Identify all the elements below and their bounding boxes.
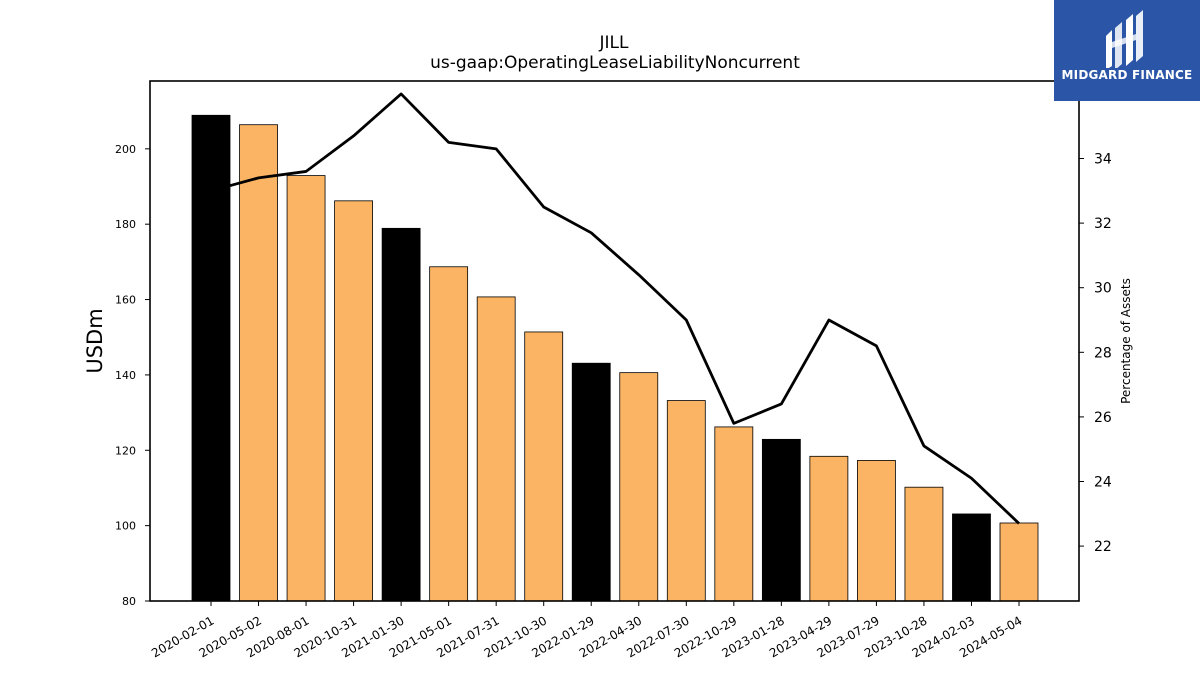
bar-series (191, 114, 1039, 602)
y-tick-label: 120 (115, 444, 136, 457)
y-axis-label: USDm (83, 308, 107, 373)
bar-2021-01-30 (381, 227, 421, 602)
bar-2022-01-29 (571, 362, 611, 602)
y-tick-label: 180 (115, 218, 136, 231)
bar-2021-07-31 (476, 296, 516, 602)
y-tick-label: 80 (122, 595, 136, 608)
chart-title: JILL (599, 33, 629, 53)
bar-2023-04-29 (809, 455, 849, 602)
bar-2020-10-31 (334, 200, 373, 602)
bar-2020-05-02 (239, 124, 278, 602)
y-tick-label: 200 (115, 143, 136, 156)
y2-tick-label: 22 (1094, 539, 1112, 555)
y2-tick-label: 34 (1094, 152, 1112, 168)
bar-2022-10-29 (714, 426, 754, 602)
percentage-line (210, 92, 1020, 525)
y2-tick-label: 30 (1094, 281, 1112, 297)
bar-2021-05-01 (429, 266, 469, 602)
y-axis: 80 100 120 140 160 180 200 (115, 143, 150, 608)
bar-2021-10-30 (524, 331, 564, 602)
bar-2023-01-28 (761, 438, 801, 602)
chart-subtitle: us-gaap:OperatingLeaseLiabilityNoncurren… (430, 53, 800, 73)
y2-axis-label: Percentage of Assets (1119, 278, 1133, 404)
y2-tick-label: 26 (1094, 410, 1112, 426)
line-series (210, 92, 1020, 525)
y2-tick-label: 32 (1094, 216, 1112, 232)
bar-2023-10-28 (904, 486, 944, 602)
bar-2020-08-01 (286, 175, 326, 602)
bar-2024-02-03 (952, 513, 991, 602)
y-tick-label: 160 (115, 294, 136, 307)
bar-2022-07-30 (666, 400, 706, 602)
bar-2022-04-30 (619, 372, 659, 602)
y-tick-label: 140 (115, 369, 136, 382)
y2-axis: 2224262830323436 (1079, 87, 1112, 555)
bar-2023-07-29 (857, 460, 896, 602)
y-tick-label: 100 (115, 520, 136, 533)
bar-2020-02-01 (191, 114, 231, 602)
bar-2024-05-04 (999, 522, 1039, 602)
logo-mark-icon (1106, 10, 1143, 68)
midgard-finance-logo: MIDGARD FINANCE (1054, 0, 1200, 101)
y2-tick-label: 28 (1094, 345, 1112, 361)
y2-tick-label: 24 (1094, 474, 1112, 490)
plot-frame (149, 80, 1080, 602)
logo-text: MIDGARD FINANCE (1061, 68, 1193, 82)
x-axis: 2020-02-012020-05-022020-08-012020-10-31… (149, 601, 1025, 660)
